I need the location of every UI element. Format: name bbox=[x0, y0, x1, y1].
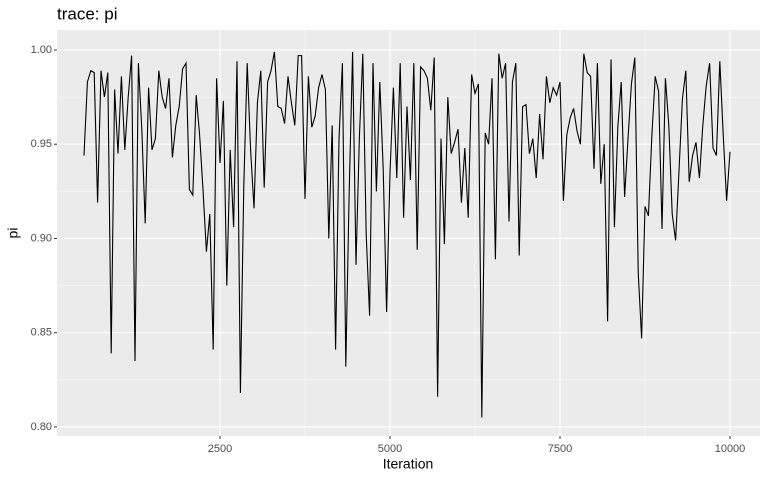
plot-panel bbox=[57, 30, 760, 436]
trace-line bbox=[83, 51, 731, 418]
y-axis-title: pi bbox=[5, 228, 21, 239]
x-tick-label: 10000 bbox=[715, 443, 746, 455]
x-tick-label: 2500 bbox=[208, 443, 232, 455]
x-axis-title: Iteration bbox=[383, 456, 434, 472]
y-tick-label: 0.90 bbox=[31, 232, 52, 244]
y-tick-label: 0.85 bbox=[31, 327, 52, 339]
y-tick-label: 1.00 bbox=[31, 44, 52, 56]
y-tick-label: 0.95 bbox=[31, 138, 52, 150]
y-tick-label: 0.80 bbox=[31, 421, 52, 433]
x-tick-label: 5000 bbox=[378, 443, 402, 455]
x-tick-label: 7500 bbox=[548, 443, 572, 455]
chart-title: trace: pi bbox=[57, 4, 117, 23]
